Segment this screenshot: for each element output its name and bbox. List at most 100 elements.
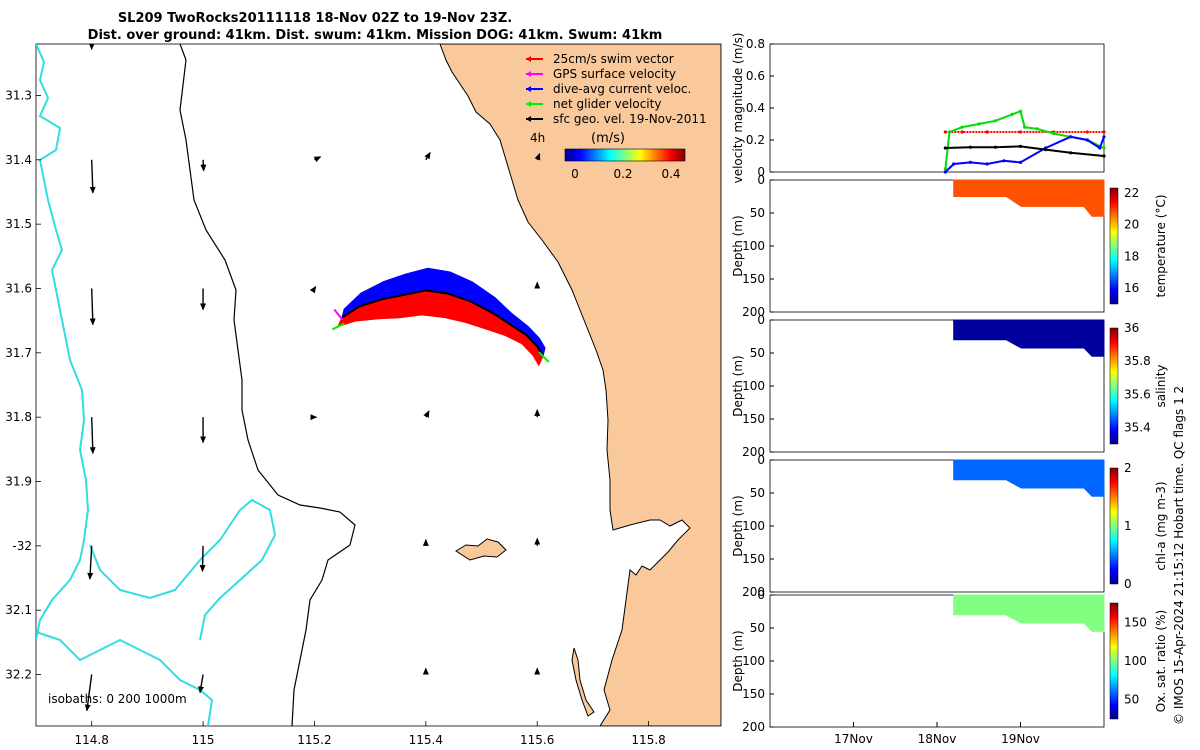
velocity-point — [960, 125, 964, 129]
isobath-1000m — [36, 44, 90, 641]
velocity-point — [1002, 159, 1006, 163]
gps-velocity-start — [333, 308, 344, 321]
isobath-200m — [179, 44, 356, 726]
velocity-point — [968, 160, 973, 164]
isobath-1000m-3 — [89, 498, 277, 641]
section-ylabel: Depth (m) — [731, 355, 745, 416]
velocity-point — [977, 122, 981, 126]
section-ytick-label: 0 — [757, 453, 765, 467]
section-colorbar-tick: 18 — [1124, 249, 1139, 263]
geo-velocity-arrow — [89, 288, 96, 326]
isobath-label: isobaths: 0 200 1000m — [48, 692, 187, 706]
geo-velocity-arrow — [534, 152, 541, 161]
speed-colorbar — [564, 148, 686, 162]
legend-arrowhead — [526, 101, 531, 107]
section-colorbar-tick: 36 — [1124, 321, 1139, 335]
island-south — [571, 647, 595, 717]
velocity-point — [1023, 125, 1027, 129]
section-data-patch — [953, 179, 1105, 217]
legend-arrowhead — [526, 56, 531, 62]
section-colorbar-tick: 20 — [1124, 218, 1139, 232]
geo-velocity-arrow — [424, 151, 431, 161]
map-ytick-label: 31.3 — [5, 88, 32, 102]
section-ytick-label: 150 — [742, 272, 765, 286]
section-ytick-label: 50 — [750, 621, 765, 635]
map-ytick-label: 31.9 — [5, 475, 32, 489]
time-step-label: 4h — [530, 131, 545, 145]
velocity-point — [1043, 148, 1048, 152]
section-ytick-label: 100 — [742, 519, 765, 533]
section-ytick-label: 0 — [757, 173, 765, 187]
map-panel: 114.8 115 115.2 115.4 115.6 115.8 31.3 31.4 31.5… — [5, 43, 722, 747]
velocity-point — [1085, 130, 1089, 134]
legend-label: 25cm/s swim vector — [553, 52, 674, 66]
geo-velocity-vectors — [84, 44, 541, 712]
velocity-ytick-label: 0.6 — [746, 69, 765, 83]
section-ytick-label: 100 — [742, 239, 765, 253]
net-velocity-end — [538, 351, 550, 363]
section-ytick-label: 100 — [742, 379, 765, 393]
velocity-frame — [769, 43, 1105, 173]
geo-velocity-arrow — [423, 410, 430, 418]
section-colorbar-tick: 35.6 — [1124, 387, 1151, 401]
velocity-point — [1102, 135, 1106, 139]
velocity-point — [1018, 130, 1023, 134]
map-ytick-label: 32.1 — [5, 603, 32, 617]
velocity-point — [1102, 146, 1106, 150]
velocity-point — [1102, 130, 1106, 134]
section-colorbar-tick: 1 — [1124, 519, 1132, 533]
velocity-point — [968, 145, 973, 149]
velocity-point — [1010, 112, 1014, 116]
section-ylabel: Depth (m) — [731, 495, 745, 556]
legend-item: 25cm/s swim vector — [526, 52, 674, 66]
land — [439, 44, 721, 726]
map-ytick-label: 31.5 — [5, 217, 32, 231]
map-axis-ticks: 114.8 115 115.2 115.4 115.6 115.8 31.3 31.4 31.5… — [5, 88, 666, 747]
section-colorbar-label: temperature (°C) — [1154, 195, 1168, 298]
velocity-ytick-label: 0 — [757, 165, 765, 179]
legend-arrowhead — [526, 71, 531, 77]
map-xtick-label: 115.4 — [409, 733, 443, 747]
section-ytick-label: 200 — [742, 305, 765, 319]
legend-item: sfc geo. vel. 19-Nov-2011 — [526, 112, 707, 126]
velocity-ylabel: velocity magnitude (m/s) — [731, 33, 745, 184]
section-colorbar — [1109, 602, 1119, 720]
section-panel: 0 50 100 150 200 Depth (m) 50 100 150 Ox. sat. ra… — [731, 588, 1168, 734]
speed-colorbar-ticks: 0 0.2 0.4 — [571, 167, 680, 181]
section-colorbar-label: Ox. sat. ratio (%) — [1154, 610, 1168, 712]
velocity-point — [1102, 154, 1106, 158]
section-ytick-label: 50 — [750, 346, 765, 360]
glider-track — [331, 267, 550, 367]
velocity-point — [1035, 127, 1039, 131]
section-colorbar-label: chl-a (mg m-3) — [1154, 481, 1168, 570]
track-line — [341, 289, 544, 357]
velocity-point — [943, 146, 947, 150]
velocity-point — [993, 119, 998, 123]
section-colorbar-tick: 35.8 — [1124, 354, 1151, 368]
legend-label: dive-avg current veloc. — [553, 82, 691, 96]
section-colorbar-tick: 0 — [1124, 577, 1132, 591]
map-ytick-label: 31.6 — [5, 281, 32, 295]
velocity-point — [1069, 151, 1073, 155]
velocity-point — [960, 130, 964, 134]
geo-velocity-arrow — [89, 159, 96, 194]
copyright-text: © IMOS 15-Apr-2024 21:15:12 Hobart time.… — [1172, 386, 1186, 725]
map-ytick-label: 32.2 — [5, 668, 32, 682]
section-data-patch — [953, 319, 1105, 357]
section-ytick-label: 50 — [750, 486, 765, 500]
section-ytick-label: 200 — [742, 720, 765, 734]
velocity-point — [1018, 160, 1023, 164]
section-ytick-label: 50 — [750, 206, 765, 220]
section-colorbar-tick: 35.4 — [1124, 420, 1151, 434]
velocity-point — [1018, 109, 1023, 113]
section-panel: 0 50 100 150 200 Depth (m) 0 1 2 chl-a (mg m-3) — [731, 453, 1168, 599]
section-ytick-label: 150 — [742, 552, 765, 566]
section-ytick-label: 150 — [742, 412, 765, 426]
figure-subtitle: Dist. over ground: 41km. Dist. swum: 41k… — [88, 28, 663, 43]
net-velocity-start — [331, 322, 345, 331]
velocity-ytick-label: 0.2 — [746, 133, 765, 147]
geo-velocity-arrow — [89, 417, 96, 455]
